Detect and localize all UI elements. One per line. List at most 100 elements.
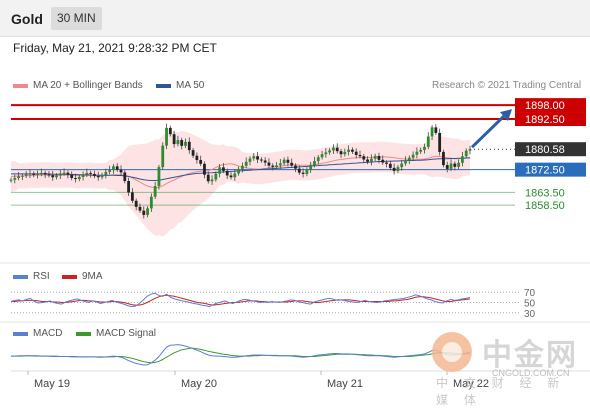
rsi-tick-label: 70: [524, 288, 536, 299]
candle-body: [153, 186, 157, 197]
candle-body: [248, 158, 252, 162]
date-label: May 19: [34, 378, 70, 390]
candle-body: [385, 162, 388, 164]
candle-body: [199, 160, 203, 164]
candle-body: [423, 146, 426, 150]
candle-body: [146, 208, 149, 215]
candle-body: [256, 156, 259, 160]
candle-body: [36, 173, 39, 175]
rsi-tick-label: 50: [524, 299, 536, 310]
legend-macd: MACD: [13, 328, 62, 339]
candle-body: [278, 163, 282, 166]
candle-body: [362, 156, 366, 160]
candle-body: [464, 150, 468, 157]
candle-body: [294, 165, 297, 169]
candle-body: [89, 172, 93, 174]
date-label: May 21: [327, 378, 363, 390]
candle-body: [453, 163, 457, 167]
candle-body: [377, 155, 381, 160]
candle-body: [351, 149, 354, 152]
rsi-line: [10, 292, 471, 308]
candle-body: [195, 155, 199, 161]
candle-body: [96, 175, 100, 178]
candle-body: [438, 132, 442, 152]
candle-body: [313, 161, 316, 166]
ma20-line: [10, 155, 471, 189]
legend-macd-label: MACD: [33, 328, 63, 339]
candle-body: [77, 176, 81, 180]
timeframe-badge[interactable]: 30 MIN: [51, 7, 102, 30]
candle-body: [13, 177, 17, 180]
forecast-arrowhead: [500, 109, 512, 122]
watermark: 中金网 CNGOLD.COM.CN 中 文 财 经 新 媒 体: [432, 330, 582, 407]
level-label-current: 1880.58: [525, 144, 565, 156]
candle-body: [74, 177, 77, 180]
candle-body: [203, 163, 206, 175]
candle-body: [100, 174, 104, 178]
candle-body: [85, 172, 89, 175]
candle-body: [354, 151, 358, 155]
candle-body: [70, 174, 74, 178]
datetime-label: Friday, May 21, 2021 9:28:32 PM CET: [13, 41, 217, 55]
watermark-logo: [432, 332, 472, 372]
macd-line: [11, 344, 471, 366]
candle-body: [93, 173, 96, 176]
legend-9ma: 9MA: [62, 271, 103, 282]
level-label-support: 1863.50: [525, 187, 565, 199]
legend-ma20-label: MA 20 + Bollinger Bands: [33, 80, 143, 91]
legend-macd-signal-label: MACD Signal: [96, 328, 157, 339]
candle-body: [168, 127, 172, 135]
candle-body: [411, 154, 415, 158]
candle-body: [419, 149, 423, 152]
candle-body: [240, 165, 244, 169]
instrument-title: Gold: [11, 11, 43, 27]
candle-body: [282, 159, 286, 164]
macd-signal-swatch: [76, 331, 91, 336]
candle-body: [343, 151, 347, 155]
watermark-url: CNGOLD.COM.CN: [492, 368, 570, 378]
candle-body: [233, 173, 237, 178]
candle-body: [55, 175, 58, 178]
candle-body: [39, 172, 43, 174]
candle-body: [222, 167, 225, 171]
candle-body: [115, 166, 119, 170]
candle-body: [28, 173, 32, 175]
candle-body: [309, 165, 313, 170]
ma9-swatch: [62, 274, 77, 279]
candle-body: [244, 161, 248, 166]
level-label-resistance: 1892.50: [525, 114, 565, 126]
candle-body: [388, 163, 392, 168]
candle-body: [442, 151, 445, 166]
candle-body: [366, 159, 369, 162]
candle-body: [400, 163, 404, 168]
candle-body: [286, 159, 290, 163]
header-bar: Gold 30 MIN: [0, 0, 590, 37]
candle-body: [66, 172, 70, 175]
level-label-resistance: 1898.00: [525, 100, 565, 112]
legend-ma50: MA 50: [156, 80, 204, 91]
rsi-9ma-line: [11, 294, 471, 306]
legend-rsi: RSI: [13, 271, 50, 282]
candle-body: [184, 141, 187, 146]
candle-body: [461, 156, 464, 163]
bollinger-band: [11, 130, 470, 237]
level-tag-pivot: [515, 162, 586, 177]
candle-body: [457, 162, 461, 167]
watermark-name: 中金网: [482, 338, 578, 373]
candle-body: [449, 163, 453, 169]
candle-body: [138, 206, 142, 211]
candle-body: [218, 167, 222, 174]
candle-body: [328, 150, 332, 153]
candle-body: [339, 151, 343, 155]
legend-rsi-label: RSI: [33, 271, 50, 282]
date-label: May 22: [453, 378, 489, 390]
candle-body: [407, 157, 411, 161]
candle-body: [290, 162, 294, 166]
candle-body: [305, 169, 309, 174]
watermark-subtitle: 中 文 财 经 新 媒 体: [436, 376, 566, 407]
candle-body: [332, 147, 335, 151]
candle-body: [161, 145, 165, 168]
candle-body: [47, 174, 51, 176]
macd-signal-line: [11, 347, 471, 364]
